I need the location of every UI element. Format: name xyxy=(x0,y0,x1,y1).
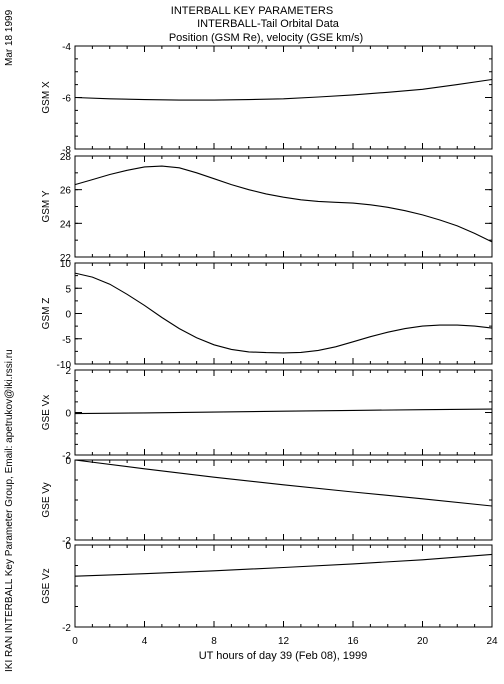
y-tick-label: -5 xyxy=(62,335,71,346)
y-axis-label-gsm-y: GSM Y xyxy=(41,190,52,222)
y-tick-label: 26 xyxy=(60,186,72,197)
x-tick-label: 4 xyxy=(142,636,148,647)
header-line-1: INTERBALL KEY PARAMETERS xyxy=(171,5,333,17)
panel-frame-gsm-z xyxy=(74,262,493,365)
credit-label: IKI RAN INTERBALL Key Parameter Group, E… xyxy=(4,349,15,672)
x-axis-label: UT hours of day 39 (Feb 08), 1999 xyxy=(199,650,368,662)
y-axis-label-gsm-z: GSM Z xyxy=(41,298,52,330)
series-line-gse-vy xyxy=(74,459,493,507)
series-line-gsm-x xyxy=(74,78,493,101)
panel-frame-gsm-x xyxy=(74,45,493,150)
panel-frame-gsm-y xyxy=(74,155,493,258)
y-tick-label: 5 xyxy=(65,284,71,295)
y-tick-label: 2 xyxy=(65,366,71,377)
y-tick-label: -8 xyxy=(62,145,71,156)
y-tick-label: 28 xyxy=(60,152,72,163)
header-line-2: INTERBALL-Tail Orbital Data xyxy=(197,18,340,30)
series-line-gse-vx xyxy=(74,408,493,415)
y-tick-label: -2 xyxy=(62,623,71,634)
y-tick-label: 24 xyxy=(60,219,72,230)
header-line-3: Position (GSM Re), velocity (GSE km/s) xyxy=(169,32,363,44)
y-axis-label-gse-vz: GSE Vz xyxy=(41,568,52,604)
x-tick-label: 0 xyxy=(72,636,78,647)
y-axis-label-gse-vy: GSE Vy xyxy=(41,482,52,517)
x-tick-label: 8 xyxy=(211,636,217,647)
y-tick-label: -4 xyxy=(62,42,71,53)
y-axis-label-gse-vx: GSE Vx xyxy=(41,395,52,431)
series-line-gsm-z xyxy=(74,272,493,354)
series-line-gsm-y xyxy=(74,165,493,243)
y-tick-label: -2 xyxy=(62,451,71,462)
y-tick-label: -10 xyxy=(57,360,72,371)
y-tick-label: 0 xyxy=(65,310,71,321)
y-tick-label: 0 xyxy=(65,409,71,420)
x-tick-label: 20 xyxy=(417,636,429,647)
series-line-gse-vz xyxy=(74,553,493,577)
y-axis-label-gsm-x: GSM X xyxy=(41,81,52,114)
y-tick-label: 10 xyxy=(60,259,72,270)
y-tick-label: 0 xyxy=(65,541,71,552)
x-tick-label: 24 xyxy=(486,636,498,647)
y-tick-label: -6 xyxy=(62,94,71,105)
panel-frame-gse-vz xyxy=(74,544,493,628)
date-label: Mar 18 1999 xyxy=(4,9,15,66)
y-tick-label: 22 xyxy=(60,253,72,264)
x-tick-label: 12 xyxy=(278,636,290,647)
y-tick-label: -2 xyxy=(62,536,71,547)
y-tick-label: 0 xyxy=(65,456,71,467)
x-tick-label: 16 xyxy=(347,636,359,647)
